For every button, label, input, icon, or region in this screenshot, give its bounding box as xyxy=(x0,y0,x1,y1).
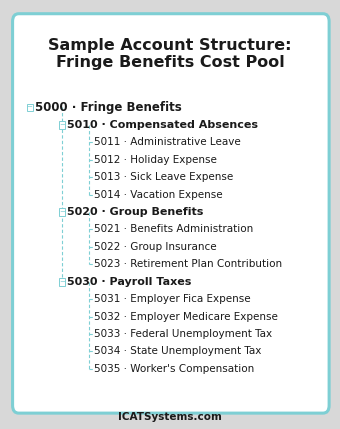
Text: 5030 · Payroll Taxes: 5030 · Payroll Taxes xyxy=(67,277,192,287)
Text: 5035 · Worker's Compensation: 5035 · Worker's Compensation xyxy=(94,364,254,374)
Text: 5032 · Employer Medicare Expense: 5032 · Employer Medicare Expense xyxy=(94,311,277,321)
Text: 5023 · Retirement Plan Contribution: 5023 · Retirement Plan Contribution xyxy=(94,259,282,269)
Text: −: − xyxy=(59,209,65,215)
Text: 5011 · Administrative Leave: 5011 · Administrative Leave xyxy=(94,137,240,147)
Bar xyxy=(59,121,65,129)
Text: 5013 · Sick Leave Expense: 5013 · Sick Leave Expense xyxy=(94,172,233,182)
Text: ICATSystems.com: ICATSystems.com xyxy=(118,412,222,422)
Text: −: − xyxy=(59,122,65,128)
Text: 5020 · Group Benefits: 5020 · Group Benefits xyxy=(67,207,204,217)
Text: 5000 · Fringe Benefits: 5000 · Fringe Benefits xyxy=(35,101,182,114)
Text: Sample Account Structure:: Sample Account Structure: xyxy=(48,38,292,52)
Bar xyxy=(27,103,33,111)
Text: 5010 · Compensated Absences: 5010 · Compensated Absences xyxy=(67,120,258,130)
Text: −: − xyxy=(59,279,65,285)
Text: 5021 · Benefits Administration: 5021 · Benefits Administration xyxy=(94,224,253,234)
Text: 5034 · State Unemployment Tax: 5034 · State Unemployment Tax xyxy=(94,346,261,356)
Text: 5031 · Employer Fica Expense: 5031 · Employer Fica Expense xyxy=(94,294,250,304)
Text: 5033 · Federal Unemployment Tax: 5033 · Federal Unemployment Tax xyxy=(94,329,272,339)
Text: Fringe Benefits Cost Pool: Fringe Benefits Cost Pool xyxy=(56,55,284,69)
Text: 5022 · Group Insurance: 5022 · Group Insurance xyxy=(94,242,216,252)
Text: 5014 · Vacation Expense: 5014 · Vacation Expense xyxy=(94,190,222,199)
Bar xyxy=(59,208,65,216)
FancyBboxPatch shape xyxy=(13,14,329,413)
Text: −: − xyxy=(27,104,33,110)
Text: 5012 · Holiday Expense: 5012 · Holiday Expense xyxy=(94,155,216,165)
Bar xyxy=(59,278,65,286)
